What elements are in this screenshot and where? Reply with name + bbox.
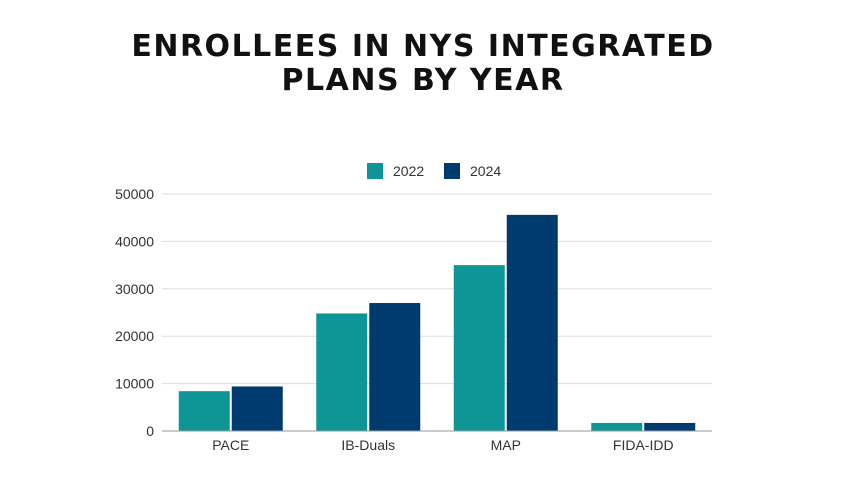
- bar-ib-duals-2024: [369, 303, 421, 431]
- x-tick-label: MAP: [491, 437, 521, 453]
- bar-ib-duals-2022: [316, 313, 368, 431]
- y-tick-label: 50000: [115, 186, 154, 202]
- y-tick-label: 20000: [115, 328, 154, 344]
- legend-swatch: [367, 163, 383, 179]
- y-tick-label: 40000: [115, 233, 154, 249]
- bar-fida-idd-2022: [591, 422, 643, 431]
- bar-pace-2022: [178, 391, 230, 431]
- bar-fida-idd-2024: [644, 422, 696, 431]
- legend: 2022 2024: [367, 163, 501, 179]
- legend-label: 2022: [393, 163, 424, 179]
- bar-pace-2024: [231, 386, 283, 431]
- y-tick-label: 0: [146, 423, 154, 439]
- x-tick-label: PACE: [212, 437, 249, 453]
- grid-lines: [162, 193, 712, 385]
- chart-title-line-2: PLANS BY YEAR: [281, 63, 565, 98]
- legend-label: 2024: [470, 163, 501, 179]
- y-tick-label: 10000: [115, 376, 154, 392]
- bar-map-2024: [506, 214, 558, 431]
- bars: [178, 214, 696, 431]
- x-axis: PACE IB-Duals MAP FIDA-IDD: [162, 430, 712, 453]
- legend-swatch: [444, 163, 460, 179]
- bar-map-2022: [453, 265, 505, 431]
- y-tick-label: 30000: [115, 281, 154, 297]
- chart-title-line-1: ENROLLEES IN NYS INTEGRATED: [131, 29, 715, 64]
- x-tick-label: FIDA-IDD: [613, 437, 674, 453]
- x-tick-label: IB-Duals: [341, 437, 395, 453]
- y-axis: 0 10000 20000 30000 40000 50000: [115, 186, 154, 439]
- chart-title: ENROLLEES IN NYS INTEGRATED PLANS BY YEA…: [0, 30, 846, 98]
